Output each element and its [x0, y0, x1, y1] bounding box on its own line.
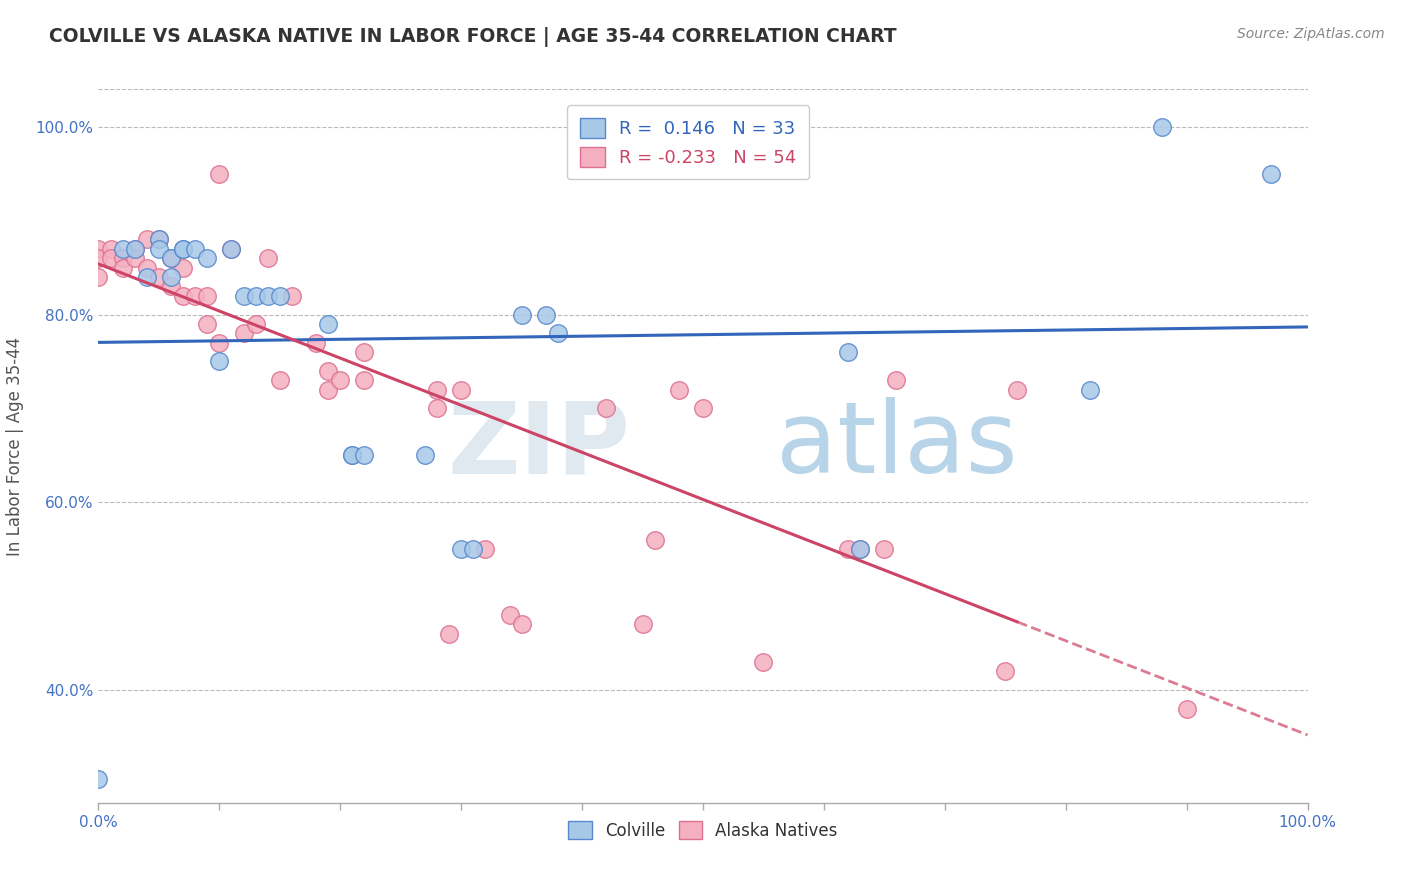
Point: [148, 232, 170, 246]
Point: [886, 373, 908, 387]
Point: [111, 260, 134, 275]
Point: [221, 242, 243, 256]
Point: [221, 242, 243, 256]
Point: [111, 242, 134, 256]
Point: [124, 242, 146, 256]
Point: [87, 242, 110, 256]
Point: [160, 270, 183, 285]
Point: [510, 617, 533, 632]
Point: [208, 167, 231, 181]
Point: [1260, 167, 1282, 181]
Point: [148, 270, 170, 285]
Point: [305, 335, 328, 350]
Point: [353, 449, 375, 463]
Point: [100, 251, 122, 265]
Point: [195, 317, 218, 331]
Point: [87, 251, 110, 265]
Point: [208, 354, 231, 368]
Point: [547, 326, 569, 341]
Point: [172, 260, 194, 275]
Point: [1175, 702, 1198, 716]
Point: [208, 335, 231, 350]
Point: [256, 251, 278, 265]
Point: [1007, 383, 1029, 397]
Point: [342, 449, 364, 463]
Point: [595, 401, 617, 416]
Point: [245, 317, 267, 331]
Point: [474, 542, 496, 557]
Point: [450, 542, 472, 557]
Point: [342, 449, 364, 463]
Point: [437, 627, 460, 641]
Point: [426, 401, 449, 416]
Point: [135, 232, 157, 246]
Point: [148, 242, 170, 256]
Point: [172, 242, 194, 256]
Point: [534, 308, 557, 322]
Legend: Colville, Alaska Natives: Colville, Alaska Natives: [560, 813, 846, 848]
Point: [232, 326, 254, 341]
Point: [100, 242, 122, 256]
Point: [463, 542, 485, 557]
Point: [135, 270, 157, 285]
Point: [426, 383, 449, 397]
Point: [232, 289, 254, 303]
Point: [498, 607, 520, 622]
Point: [184, 242, 207, 256]
Point: [510, 308, 533, 322]
Point: [160, 251, 183, 265]
Y-axis label: In Labor Force | Age 35-44: In Labor Force | Age 35-44: [7, 336, 24, 556]
Point: [269, 289, 291, 303]
Point: [849, 542, 872, 557]
Point: [245, 289, 267, 303]
Point: [668, 383, 690, 397]
Point: [692, 401, 714, 416]
Point: [644, 533, 666, 547]
Point: [172, 242, 194, 256]
Text: atlas: atlas: [776, 398, 1017, 494]
Point: [124, 251, 146, 265]
Point: [184, 289, 207, 303]
Point: [1078, 383, 1101, 397]
Point: [450, 383, 472, 397]
Point: [316, 383, 339, 397]
Point: [195, 251, 218, 265]
Point: [87, 270, 110, 285]
Point: [752, 655, 775, 669]
Point: [269, 373, 291, 387]
Point: [329, 373, 352, 387]
Point: [316, 364, 339, 378]
Point: [124, 242, 146, 256]
Text: COLVILLE VS ALASKA NATIVE IN LABOR FORCE | AGE 35-44 CORRELATION CHART: COLVILLE VS ALASKA NATIVE IN LABOR FORCE…: [49, 27, 897, 46]
Text: Source: ZipAtlas.com: Source: ZipAtlas.com: [1237, 27, 1385, 41]
Point: [135, 260, 157, 275]
Point: [631, 617, 654, 632]
Point: [111, 251, 134, 265]
Point: [873, 542, 896, 557]
Point: [148, 232, 170, 246]
Point: [849, 542, 872, 557]
Point: [195, 289, 218, 303]
Point: [837, 542, 859, 557]
Point: [160, 251, 183, 265]
Point: [172, 289, 194, 303]
Point: [256, 289, 278, 303]
Point: [353, 345, 375, 359]
Point: [837, 345, 859, 359]
Point: [160, 279, 183, 293]
Point: [87, 772, 110, 787]
Point: [353, 373, 375, 387]
Point: [281, 289, 304, 303]
Point: [994, 665, 1017, 679]
Text: ZIP: ZIP: [447, 398, 630, 494]
Point: [1152, 120, 1174, 134]
Point: [316, 317, 339, 331]
Point: [413, 449, 436, 463]
